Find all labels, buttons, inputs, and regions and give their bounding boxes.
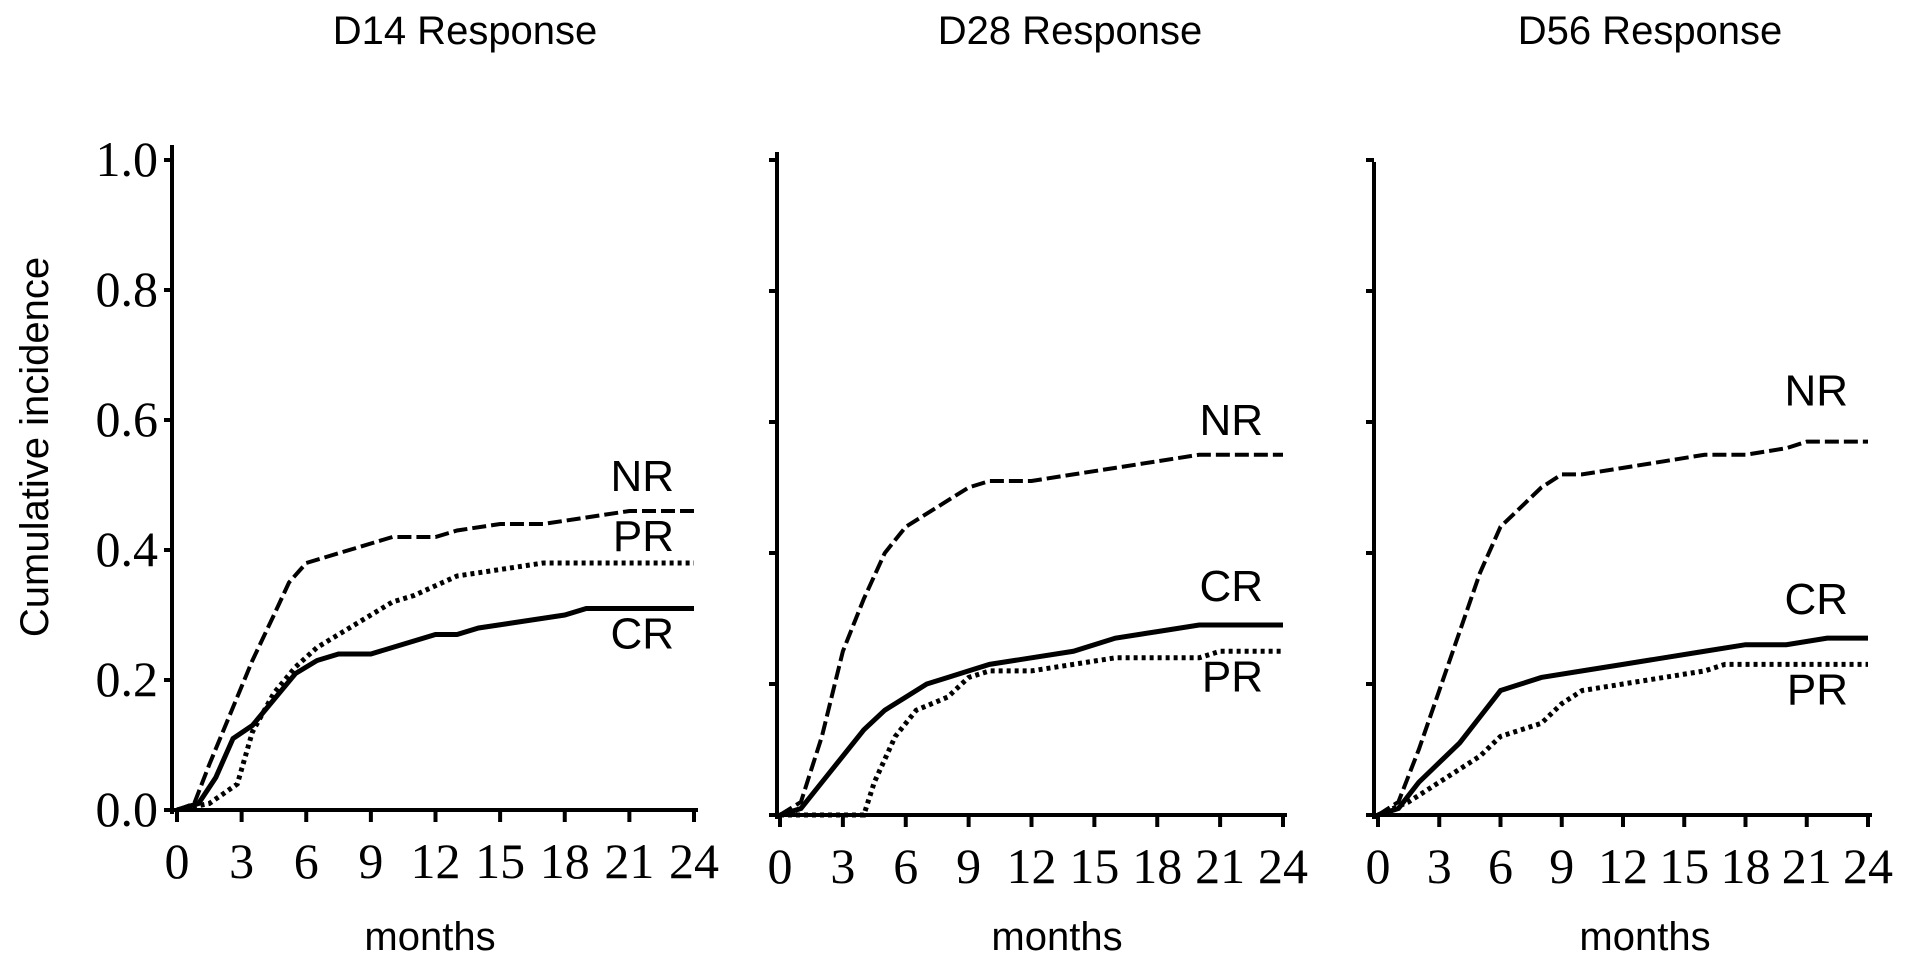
x-tick-label: 3 — [1427, 838, 1452, 894]
x-tick-label: 21 — [604, 833, 654, 889]
x-tick-label: 6 — [893, 838, 918, 894]
x-tick-label: 6 — [294, 833, 319, 889]
panel-d56: D56 Response months 0 3 6 9 12 15 18 21 24 NR CR PR — [1366, 9, 1894, 959]
panel-d28: D28 Response months 0 3 6 9 12 15 18 21 24 NR CR PR — [768, 9, 1309, 959]
panel-title-d28: D28 Response — [938, 9, 1203, 53]
x-tick-label: 6 — [1488, 838, 1513, 894]
x-tick-label: 0 — [768, 838, 793, 894]
x-tick-label: 3 — [830, 838, 855, 894]
series-label-pr: PR — [1787, 665, 1848, 714]
y-tick-label: 0.4 — [96, 521, 159, 577]
series-label-nr: NR — [1784, 367, 1848, 416]
x-tick-label: 0 — [1366, 838, 1391, 894]
y-tick-label: 0.8 — [96, 261, 159, 317]
x-tick-label: 18 — [1721, 838, 1771, 894]
x-tick-label: 12 — [1598, 838, 1648, 894]
series-label-cr: CR — [610, 610, 674, 659]
series-label-pr: PR — [1202, 652, 1263, 701]
x-tick-label: 9 — [358, 833, 383, 889]
series-cr-line — [176, 606, 694, 813]
series-label-pr: PR — [613, 512, 674, 561]
x-axis-title-d56: months — [1579, 915, 1710, 959]
x-tick-label: 15 — [1659, 838, 1709, 894]
series-label-nr: NR — [1199, 396, 1263, 445]
series-label-cr: CR — [1784, 575, 1848, 624]
x-tick-label: 3 — [229, 833, 254, 889]
y-axis-title: Cumulative incidence — [13, 257, 57, 637]
series-nr-line — [778, 452, 1283, 817]
x-tick-label: 0 — [165, 833, 190, 889]
y-tick-label: 1.0 — [96, 131, 159, 187]
x-tick-label: 24 — [1843, 838, 1893, 894]
x-axis-title-d14: months — [364, 915, 495, 959]
series-pr-line — [1377, 661, 1868, 818]
x-tick-label: 21 — [1782, 838, 1832, 894]
series-pr-line — [176, 560, 694, 813]
y-tick-label: 0.2 — [96, 651, 159, 707]
x-axis-title-d28: months — [991, 915, 1122, 959]
series-pr-line — [780, 648, 1283, 818]
x-tick-label: 21 — [1195, 838, 1245, 894]
x-tick-label: 9 — [956, 838, 981, 894]
series-label-nr: NR — [610, 452, 674, 501]
x-tick-label: 15 — [475, 833, 525, 889]
series-nr-line — [176, 509, 694, 812]
x-tick-label: 12 — [411, 833, 461, 889]
x-tick-label: 18 — [540, 833, 590, 889]
y-tick-label: 0.6 — [96, 391, 159, 447]
x-tick-label: 15 — [1069, 838, 1119, 894]
panel-title-d56: D56 Response — [1518, 9, 1783, 53]
series-cr-line — [1377, 635, 1868, 818]
x-tick-label: 18 — [1132, 838, 1182, 894]
series-nr-line — [1376, 439, 1868, 817]
y-tick-label: 0.0 — [96, 781, 159, 837]
panel-d14: D14 Response Cumulative incidence months… — [13, 9, 719, 959]
x-tick-label: 12 — [1007, 838, 1057, 894]
x-tick-label: 24 — [669, 833, 719, 889]
x-tick-label: 24 — [1258, 838, 1308, 894]
x-tick-label: 9 — [1549, 838, 1574, 894]
series-cr-line — [779, 622, 1283, 818]
panel-title-d14: D14 Response — [333, 9, 598, 53]
series-label-cr: CR — [1199, 562, 1263, 611]
